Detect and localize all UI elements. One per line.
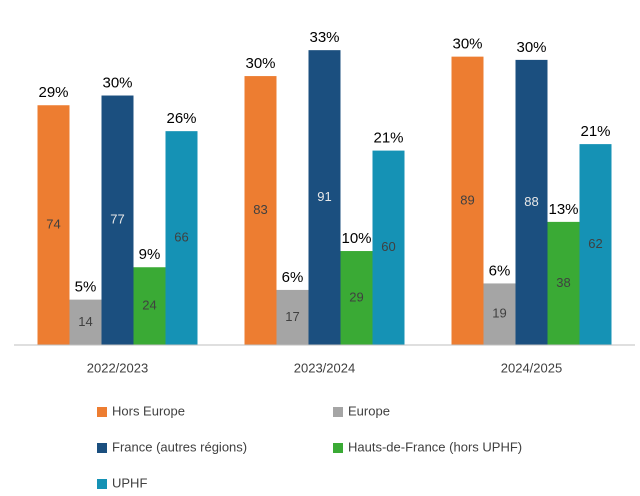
data-label: 66 [174,230,188,245]
data-label: 62 [588,236,602,251]
share-label: 13% [548,201,578,218]
bar [69,299,102,345]
share-label: 30% [452,36,482,53]
data-label: 60 [381,239,395,254]
legend-label: Europe [348,403,390,418]
share-label: 9% [139,246,161,263]
x-tick-label: 2022/2023 [87,360,148,375]
bar [579,144,612,345]
bar [133,267,166,345]
bar [372,150,405,345]
legend-label: Hauts-de-France (hors UPHF) [348,439,522,454]
legend-swatch [97,443,107,453]
legend-label: UPHF [112,475,147,490]
bar [483,283,516,345]
bar [308,50,341,345]
data-label: 89 [460,192,474,207]
share-label: 33% [309,29,339,46]
data-label: 88 [524,194,538,209]
share-label: 6% [489,262,511,279]
share-label: 10% [341,230,371,247]
data-label: 19 [492,306,506,321]
data-label: 14 [78,314,92,329]
bar [101,95,134,346]
data-label: 91 [317,189,331,204]
data-label: 83 [253,202,267,217]
x-tick-label: 2024/2025 [501,360,562,375]
share-label: 21% [373,130,403,147]
legend-label: France (autres régions) [112,439,247,454]
bar [547,221,580,345]
share-label: 26% [166,110,196,127]
share-label: 5% [75,279,97,296]
share-label: 30% [245,55,275,72]
share-label: 30% [102,74,132,91]
legend-label: Hors Europe [112,403,185,418]
bar [515,59,548,345]
bar [165,131,198,345]
data-label: 29 [349,289,363,304]
bar [244,76,277,345]
share-label: 30% [516,39,546,56]
data-label: 17 [285,309,299,324]
data-label: 24 [142,298,156,313]
legend-swatch [333,443,343,453]
data-label: 77 [110,212,124,227]
share-label: 21% [580,123,610,140]
data-label: 38 [556,275,570,290]
bar [276,289,309,345]
data-label: 74 [46,217,60,232]
legend-swatch [333,407,343,417]
legend-swatch [97,479,107,489]
share-label: 29% [38,84,68,101]
share-label: 6% [282,269,304,286]
bar [340,251,373,345]
bar [37,105,70,346]
bar [451,56,484,345]
legend-swatch [97,407,107,417]
x-tick-label: 2023/2024 [294,360,355,375]
